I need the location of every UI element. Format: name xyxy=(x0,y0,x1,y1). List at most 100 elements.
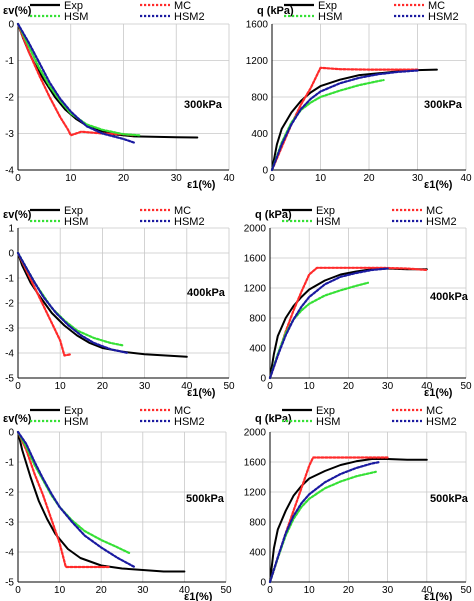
x-tick-label: 0 xyxy=(15,173,21,184)
y-tick-label: 800 xyxy=(249,518,266,529)
legend-label-hsm: HSM xyxy=(64,11,88,23)
legend: Exp MC HSM HSM2 xyxy=(282,205,457,228)
x-tick-label: 30 xyxy=(139,381,151,392)
x-tick-label: 40 xyxy=(460,173,472,184)
x-tick-label: 10 xyxy=(65,173,77,184)
y-axis-label: εv(%) xyxy=(3,209,32,221)
y-axis-label: εv(%) xyxy=(3,413,32,425)
legend-label-mc: MC xyxy=(428,0,445,12)
series-hsm2 xyxy=(16,22,136,144)
legend-label-hsm2: HSM2 xyxy=(426,416,457,428)
legend: Exp MC HSM HSM2 xyxy=(30,0,205,23)
y-axis-label: εv(%) xyxy=(3,5,32,17)
x-tick-label: 50 xyxy=(220,585,232,596)
series-hsm xyxy=(268,470,377,584)
series-exp xyxy=(17,23,199,139)
x-tick-label: 30 xyxy=(137,585,149,596)
y-tick-label: 0 xyxy=(8,428,14,439)
legend-label-mc: MC xyxy=(174,0,191,12)
x-tick-label: 40 xyxy=(223,173,235,184)
legend-label-hsm: HSM xyxy=(318,11,342,23)
y-axis-label: q (kPa) xyxy=(257,5,294,17)
y-tick-label: -2 xyxy=(5,93,14,104)
x-tick-label: 50 xyxy=(223,381,235,392)
x-tick-label: 10 xyxy=(55,381,67,392)
legend-label-exp: Exp xyxy=(64,205,83,217)
chart-panel-4: 0 10 20 30 40 50 0 400 800 1200 1600 2000 q (kPa) ε1(… xyxy=(244,205,472,399)
y-tick-label: 0 xyxy=(8,20,14,31)
legend-label-mc: MC xyxy=(174,405,191,417)
x-tick-label: 10 xyxy=(304,585,316,596)
x-tick-label: 40 xyxy=(421,585,433,596)
y-tick-label: -2 xyxy=(5,299,14,310)
x-tick-label: 0 xyxy=(15,585,21,596)
x-axis-label: ε1(%) xyxy=(187,179,216,191)
y-tick-label: 0 xyxy=(260,578,266,589)
series-hsm2 xyxy=(16,251,129,355)
x-tick-label: 0 xyxy=(267,381,273,392)
legend-label-exp: Exp xyxy=(318,0,337,12)
y-tick-label: 400 xyxy=(249,548,266,559)
x-tick-label: 30 xyxy=(412,173,424,184)
x-tick-label: 20 xyxy=(343,585,355,596)
series-mc xyxy=(16,22,136,137)
x-axis-label: ε1(%) xyxy=(424,591,453,601)
y-tick-label: 800 xyxy=(249,314,266,325)
x-tick-label: 30 xyxy=(171,173,183,184)
y-tick-label: 800 xyxy=(251,93,268,104)
y-tick-label: 1600 xyxy=(246,20,269,31)
y-tick-label: -3 xyxy=(5,518,14,529)
x-axis-label: ε1(%) xyxy=(187,387,216,399)
series-hsm2 xyxy=(270,69,419,172)
legend-label-mc: MC xyxy=(174,205,191,217)
x-tick-label: 30 xyxy=(382,585,394,596)
series-exp xyxy=(269,458,428,583)
x-axis-label: ε1(%) xyxy=(424,387,453,399)
chart-panel-3: 0 10 20 30 40 5010-1-2-3-4-5εv(%)ε1(%)400kPaE… xyxy=(3,205,235,399)
y-tick-label: 2000 xyxy=(244,224,267,235)
x-axis-label: ε1(%) xyxy=(424,179,453,191)
legend-label-hsm2: HSM2 xyxy=(426,216,457,228)
y-tick-label: 1200 xyxy=(244,488,267,499)
pressure-annotation: 300kPa xyxy=(424,99,463,111)
pressure-annotation: 300kPa xyxy=(184,99,223,111)
x-tick-label: 0 xyxy=(267,585,273,596)
chart-panel-6: 0 10 20 30 40 50 0 400 800 1200 1600 2000 q (kPa) ε1(… xyxy=(244,405,472,601)
y-tick-label: -5 xyxy=(5,578,14,589)
legend: Exp MC HSM HSM2 xyxy=(282,405,457,428)
series-hsm xyxy=(268,281,370,380)
series-mc xyxy=(16,430,111,569)
x-tick-label: 40 xyxy=(179,585,191,596)
x-tick-label: 20 xyxy=(343,381,355,392)
legend-label-hsm: HSM xyxy=(64,216,88,228)
y-tick-label: 400 xyxy=(249,344,266,355)
x-tick-label: 10 xyxy=(315,173,327,184)
y-tick-label: -4 xyxy=(5,349,14,360)
legend-label-exp: Exp xyxy=(316,205,335,217)
legend: Exp MC HSM HSM2 xyxy=(30,205,205,228)
chart-panel-5: 0 10 20 30 40 50 0 -1 -2 -3 -4 -5 εv(%) ε1(%) 500kPa Ex… xyxy=(3,405,232,601)
y-tick-label: 400 xyxy=(251,129,268,140)
x-tick-label: 20 xyxy=(363,173,375,184)
x-tick-label: 40 xyxy=(181,381,193,392)
y-axis-label: q (kPa) xyxy=(255,209,292,221)
y-tick-label: 1600 xyxy=(244,458,267,469)
series-mc xyxy=(16,251,72,357)
x-tick-label: 20 xyxy=(118,173,130,184)
y-tick-label: 0 xyxy=(8,249,14,260)
y-tick-label: 1600 xyxy=(244,254,267,265)
y-tick-label: -1 xyxy=(5,56,14,67)
legend-label-exp: Exp xyxy=(64,0,83,12)
y-tick-label: 1 xyxy=(8,224,14,235)
y-tick-label: -3 xyxy=(5,129,14,140)
x-tick-label: 10 xyxy=(54,585,66,596)
series-exp xyxy=(17,431,186,573)
legend: Exp MC HSM HSM2 xyxy=(284,0,459,23)
legend-label-mc: MC xyxy=(426,405,443,417)
x-tick-label: 50 xyxy=(460,585,472,596)
x-tick-label: 40 xyxy=(421,381,433,392)
y-tick-label: -1 xyxy=(5,274,14,285)
